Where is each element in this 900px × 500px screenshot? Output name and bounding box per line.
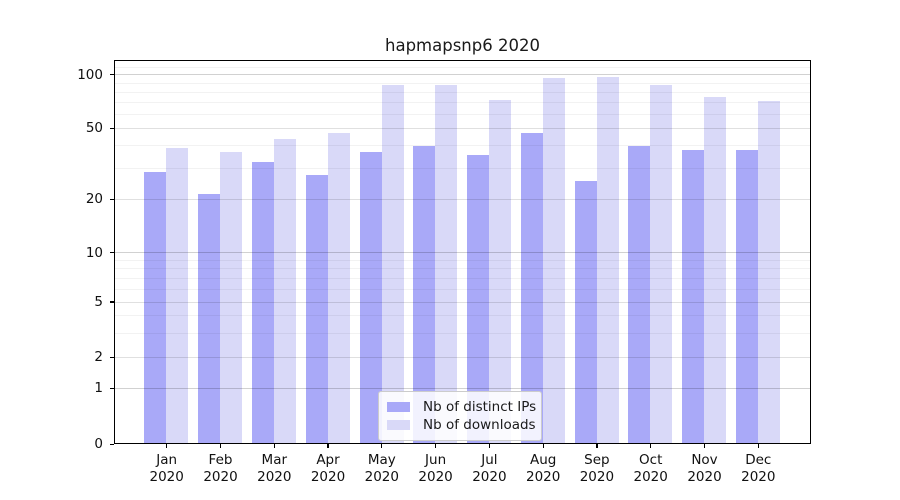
bar-downloads-jun [435, 85, 458, 443]
minor-gridline [115, 91, 810, 93]
minor-gridline [115, 315, 810, 317]
bar-distinct-ips-sep [574, 180, 597, 443]
x-tick-label-jan: Jan 2020 [149, 452, 184, 485]
x-tick-label-may: May 2020 [364, 452, 399, 485]
y-tick-label: 5 [94, 294, 103, 310]
minor-gridline [115, 268, 810, 270]
x-tick-mark [219, 444, 222, 449]
x-tick-label-jun: Jun 2020 [418, 452, 453, 485]
bar-downloads-dec [757, 101, 780, 443]
x-tick-mark [434, 444, 437, 449]
bar-distinct-ips-nov [682, 150, 705, 443]
x-tick-label-feb: Feb 2020 [203, 452, 238, 485]
y-tick-mark [110, 356, 114, 358]
minor-gridline [115, 259, 810, 261]
y-tick-label: 10 [85, 244, 103, 261]
minor-gridline [115, 332, 810, 334]
legend-label: Nb of distinct IPs [423, 399, 537, 415]
x-tick-label-apr: Apr 2020 [310, 452, 346, 485]
bar-distinct-ips-jul [467, 154, 490, 443]
bar-distinct-ips-may [359, 152, 382, 443]
bar-distinct-ips-aug [520, 133, 543, 443]
minor-gridline [115, 145, 810, 147]
minor-gridline [115, 277, 810, 279]
bar-downloads-may [381, 85, 404, 443]
y-tick-mark [110, 387, 114, 389]
x-tick-label-nov: Nov 2020 [687, 452, 722, 485]
x-tick-mark [166, 444, 168, 449]
minor-gridline [115, 167, 810, 169]
bar-downloads-jan [166, 148, 189, 443]
minor-gridline [115, 102, 810, 103]
x-tick-label-aug: Aug 2020 [526, 452, 561, 485]
bar-downloads-feb [220, 152, 243, 443]
gridline-y-50 [115, 128, 810, 129]
bar-distinct-ips-oct [628, 146, 651, 443]
bar-downloads-oct [650, 85, 673, 443]
legend-item-distinct-ips: Nb of distinct IPs [387, 398, 536, 416]
x-tick-label-oct: Oct 2020 [633, 452, 668, 485]
minor-gridline [115, 113, 810, 115]
bar-distinct-ips-jan [144, 171, 167, 443]
plot-area [114, 60, 811, 444]
bar-downloads-aug [542, 78, 565, 443]
y-tick-mark [110, 198, 114, 200]
x-tick-mark [703, 444, 706, 449]
x-tick-mark [381, 444, 383, 449]
y-tick-mark [110, 74, 114, 76]
legend-label: Nb of downloads [423, 417, 536, 433]
y-tick-label: 0 [94, 436, 103, 453]
bar-distinct-ips-jun [413, 146, 436, 443]
gridline-y-100 [115, 74, 810, 76]
x-tick-label-sep: Sep 2020 [579, 452, 615, 485]
y-tick-mark [110, 443, 114, 445]
bar-distinct-ips-dec [735, 150, 758, 443]
chart-title: hapmapsnp6 2020 [385, 36, 540, 55]
x-tick-mark [542, 444, 544, 449]
x-tick-mark [757, 444, 759, 449]
x-tick-label-jul: Jul 2020 [472, 452, 507, 485]
legend-item-downloads: Nb of downloads [387, 416, 536, 434]
minor-gridline [115, 288, 810, 290]
x-tick-mark [596, 444, 598, 449]
y-tick-mark [110, 127, 114, 129]
legend-swatch-distinct-ips [387, 402, 410, 412]
y-tick-label: 50 [85, 120, 103, 137]
minor-gridline [115, 82, 810, 84]
x-tick-mark [327, 444, 329, 449]
y-tick-label: 2 [94, 349, 103, 366]
gridline-y-5 [115, 301, 810, 303]
bar-distinct-ips-mar [251, 161, 274, 443]
gridline-y-2 [115, 357, 810, 358]
y-tick-label: 1 [94, 380, 103, 397]
y-tick-mark [110, 252, 114, 254]
x-tick-mark [650, 444, 652, 449]
legend-swatch-downloads [387, 420, 410, 430]
y-tick-label: 20 [85, 191, 103, 208]
bar-distinct-ips-feb [198, 194, 221, 443]
gridline-y-20 [115, 198, 810, 200]
y-tick-label: 100 [77, 66, 103, 83]
bar-distinct-ips-apr [305, 174, 328, 443]
minor-gridline [115, 67, 810, 68]
gridline-y-10 [115, 252, 810, 254]
bar-downloads-sep [596, 76, 619, 443]
x-tick-mark [273, 444, 275, 449]
gridline-y-1 [115, 388, 810, 389]
bar-downloads-nov [704, 96, 727, 443]
bar-downloads-jul [489, 99, 512, 443]
x-tick-mark [488, 444, 490, 449]
x-tick-label-dec: Dec 2020 [741, 452, 776, 485]
bar-downloads-apr [327, 133, 350, 443]
bar-downloads-mar [273, 138, 296, 443]
y-tick-mark [110, 301, 114, 303]
legend: Nb of distinct IPs Nb of downloads [378, 391, 542, 441]
x-tick-label-mar: Mar 2020 [257, 452, 292, 485]
